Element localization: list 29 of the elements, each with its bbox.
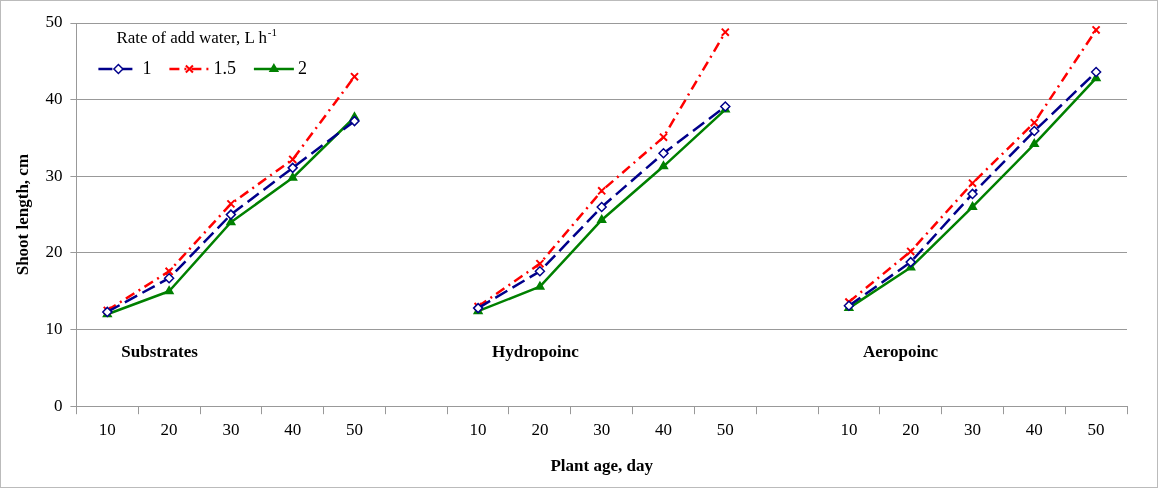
x-tick-label: 50: [346, 419, 363, 439]
x-tick-label: 30: [222, 419, 240, 439]
y-tick-label: 30: [45, 165, 63, 185]
x-tick-label: 30: [964, 419, 981, 439]
x-tick-label: 10: [469, 419, 487, 439]
x-tick-label: 40: [284, 419, 302, 439]
legend-label: 1: [142, 57, 152, 78]
y-axis-title: Shoot length, cm: [12, 153, 32, 276]
y-tick-label: 10: [45, 319, 63, 339]
y-tick-label: 0: [53, 395, 63, 415]
annotation: Hydropoinc: [492, 341, 580, 361]
x-tick-label: 40: [1025, 419, 1043, 439]
x-tick-label: 10: [98, 419, 116, 439]
x-tick-label: 50: [1087, 419, 1105, 439]
legend-label: 1.5: [213, 57, 236, 78]
annotation: Aeropoinc: [862, 341, 939, 361]
x-tick-label: 30: [593, 419, 611, 439]
legend-label: 2: [297, 57, 307, 78]
x-tick-label: 50: [716, 419, 734, 439]
x-tick-label: 20: [160, 419, 178, 439]
y-tick-label: 20: [45, 242, 63, 262]
annotation: Substrates: [121, 341, 199, 361]
x-tick-label: 40: [655, 419, 672, 439]
x-tick-label: 10: [840, 419, 858, 439]
x-axis-title: Plant age, day: [550, 456, 654, 476]
x-tick-label: 20: [902, 419, 920, 439]
y-tick-label: 50: [45, 12, 63, 32]
x-tick-label: 20: [531, 419, 549, 439]
y-tick-label: 40: [45, 89, 63, 109]
